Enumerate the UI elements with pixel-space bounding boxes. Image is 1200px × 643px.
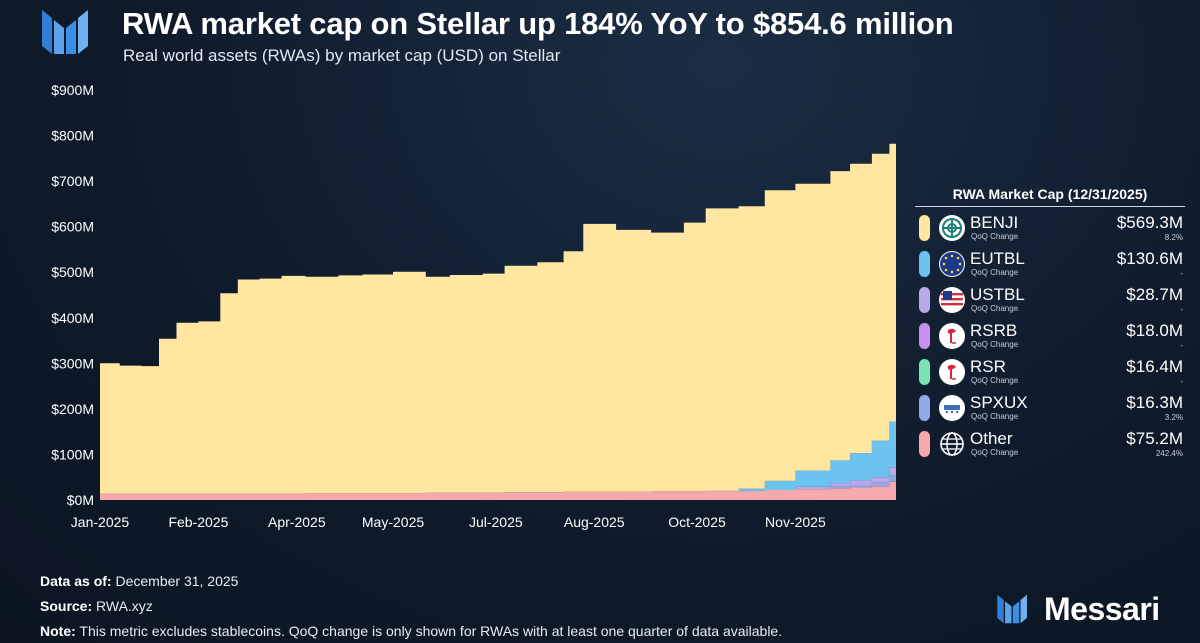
data-as-of-label: Data as of: xyxy=(40,573,112,589)
asset-value: $28.7M xyxy=(1126,285,1183,304)
asset-name: USTBL xyxy=(970,285,1025,304)
qoq-value: - xyxy=(1180,269,1183,278)
y-tick-label: $300M xyxy=(51,355,94,371)
messari-logo xyxy=(42,10,88,54)
brand: Messari xyxy=(996,588,1196,632)
stacked-area-chart: $0M $100M $200M $300M $400M $500M $600M $700M $8… xyxy=(51,82,896,530)
footer-source: Source: RWA.xyz xyxy=(40,598,153,614)
globe-icon xyxy=(939,431,965,457)
legend-swatch xyxy=(919,251,930,277)
x-tick-label: Nov-2025 xyxy=(765,514,826,530)
legend-item-benji: BENJI QoQ Change $569.3M 8.2% xyxy=(915,211,1185,247)
data-as-of-date: December 31, 2025 xyxy=(115,573,239,589)
asset-value: $569.3M xyxy=(1116,213,1183,232)
rsrb-token-icon xyxy=(939,323,965,349)
legend-swatch xyxy=(919,431,930,457)
y-tick-label: $0M xyxy=(67,492,94,508)
y-tick-label: $700M xyxy=(51,173,94,189)
legend-swatch xyxy=(919,323,930,349)
note-label: Note: xyxy=(40,623,76,639)
qoq-label: QoQ Change xyxy=(971,268,1019,277)
footer-data-as-of: Data as of: December 31, 2025 xyxy=(40,573,238,589)
qoq-value: - xyxy=(1180,377,1183,386)
legend-item-spxux: SPXUX QoQ Change $16.3M 3.2% xyxy=(915,391,1185,427)
asset-value: $18.0M xyxy=(1126,321,1183,340)
legend: RWA Market Cap (12/31/2025) BENJI QoQ Ch… xyxy=(915,186,1185,463)
area-series-ustbl xyxy=(100,429,896,494)
qoq-value: - xyxy=(1180,341,1183,350)
y-tick-label: $900M xyxy=(51,82,94,98)
asset-name: BENJI xyxy=(970,213,1019,232)
ustbl-token-icon xyxy=(939,287,965,313)
qoq-label: QoQ Change xyxy=(971,232,1019,241)
asset-value: $130.6M xyxy=(1116,249,1183,268)
y-tick-label: $100M xyxy=(51,446,94,462)
qoq-label: QoQ Change xyxy=(971,340,1019,349)
brand-name: Messari xyxy=(1044,591,1160,627)
page-title: RWA market cap on Stellar up 184% YoY to… xyxy=(122,6,954,41)
legend-swatch xyxy=(919,287,930,313)
asset-name: EUTBL xyxy=(970,249,1025,268)
x-axis: Jan-2025 Feb-2025 Apr-2025 May-2025 Jul-2025… xyxy=(71,514,826,530)
legend-swatch xyxy=(919,395,930,421)
y-tick-label: $400M xyxy=(51,310,94,326)
y-tick-label: $500M xyxy=(51,264,94,280)
note-text: This metric excludes stablecoins. QoQ ch… xyxy=(79,623,783,639)
qoq-label: QoQ Change xyxy=(971,412,1019,421)
footer-note: Note: This metric excludes stablecoins. … xyxy=(40,623,782,639)
benji-token-icon xyxy=(939,215,965,241)
qoq-value: - xyxy=(1180,305,1183,314)
legend-swatch xyxy=(919,215,930,241)
source-label: Source: xyxy=(40,598,93,614)
asset-value: $16.3M xyxy=(1126,393,1183,412)
asset-name: RSRB xyxy=(970,321,1018,340)
page-subtitle: Real world assets (RWAs) by market cap (… xyxy=(123,46,561,65)
y-axis: $0M $100M $200M $300M $400M $500M $600M $700M $8… xyxy=(51,82,94,508)
chart-areas xyxy=(100,110,896,500)
asset-name: RSR xyxy=(970,357,1006,376)
area-series-other xyxy=(100,465,896,500)
legend-item-rsrb: RSRB QoQ Change $18.0M - xyxy=(915,319,1185,355)
x-tick-label: Jan-2025 xyxy=(71,514,130,530)
legend-item-eutbl: EUTBL QoQ Change $130.6M - xyxy=(915,247,1185,283)
legend-item-ustbl: USTBL QoQ Change $28.7M - xyxy=(915,283,1185,319)
qoq-label: QoQ Change xyxy=(971,376,1019,385)
qoq-value: 242.4% xyxy=(1155,449,1183,458)
x-tick-label: Apr-2025 xyxy=(268,514,326,530)
x-tick-label: Feb-2025 xyxy=(168,514,228,530)
messari-brand-logo xyxy=(997,594,1027,624)
asset-name: SPXUX xyxy=(970,393,1028,412)
qoq-value: 3.2% xyxy=(1164,413,1183,422)
x-tick-label: Aug-2025 xyxy=(564,514,625,530)
source-text: RWA.xyz xyxy=(96,598,153,614)
qoq-label: QoQ Change xyxy=(971,448,1019,457)
asset-value: $16.4M xyxy=(1126,357,1183,376)
x-tick-label: May-2025 xyxy=(362,514,424,530)
legend-item-rsr: RSR QoQ Change $16.4M - xyxy=(915,355,1185,391)
area-series-benji xyxy=(100,110,896,494)
legend-title: RWA Market Cap (12/31/2025) xyxy=(915,186,1185,207)
legend-item-other: Other QoQ Change $75.2M 242.4% xyxy=(915,427,1185,463)
y-tick-label: $600M xyxy=(51,219,94,235)
asset-value: $75.2M xyxy=(1126,429,1183,448)
legend-swatch xyxy=(919,359,930,385)
spxux-token-icon xyxy=(939,395,965,421)
x-tick-label: Jul-2025 xyxy=(469,514,523,530)
qoq-label: QoQ Change xyxy=(971,304,1019,313)
rsr-token-icon xyxy=(939,359,965,385)
qoq-value: 8.2% xyxy=(1164,233,1183,242)
area-series-eutbl xyxy=(100,370,896,494)
asset-name: Other xyxy=(970,429,1013,448)
x-tick-label: Oct-2025 xyxy=(668,514,726,530)
y-tick-label: $800M xyxy=(51,128,94,144)
eutbl-token-icon xyxy=(939,251,965,277)
y-tick-label: $200M xyxy=(51,401,94,417)
